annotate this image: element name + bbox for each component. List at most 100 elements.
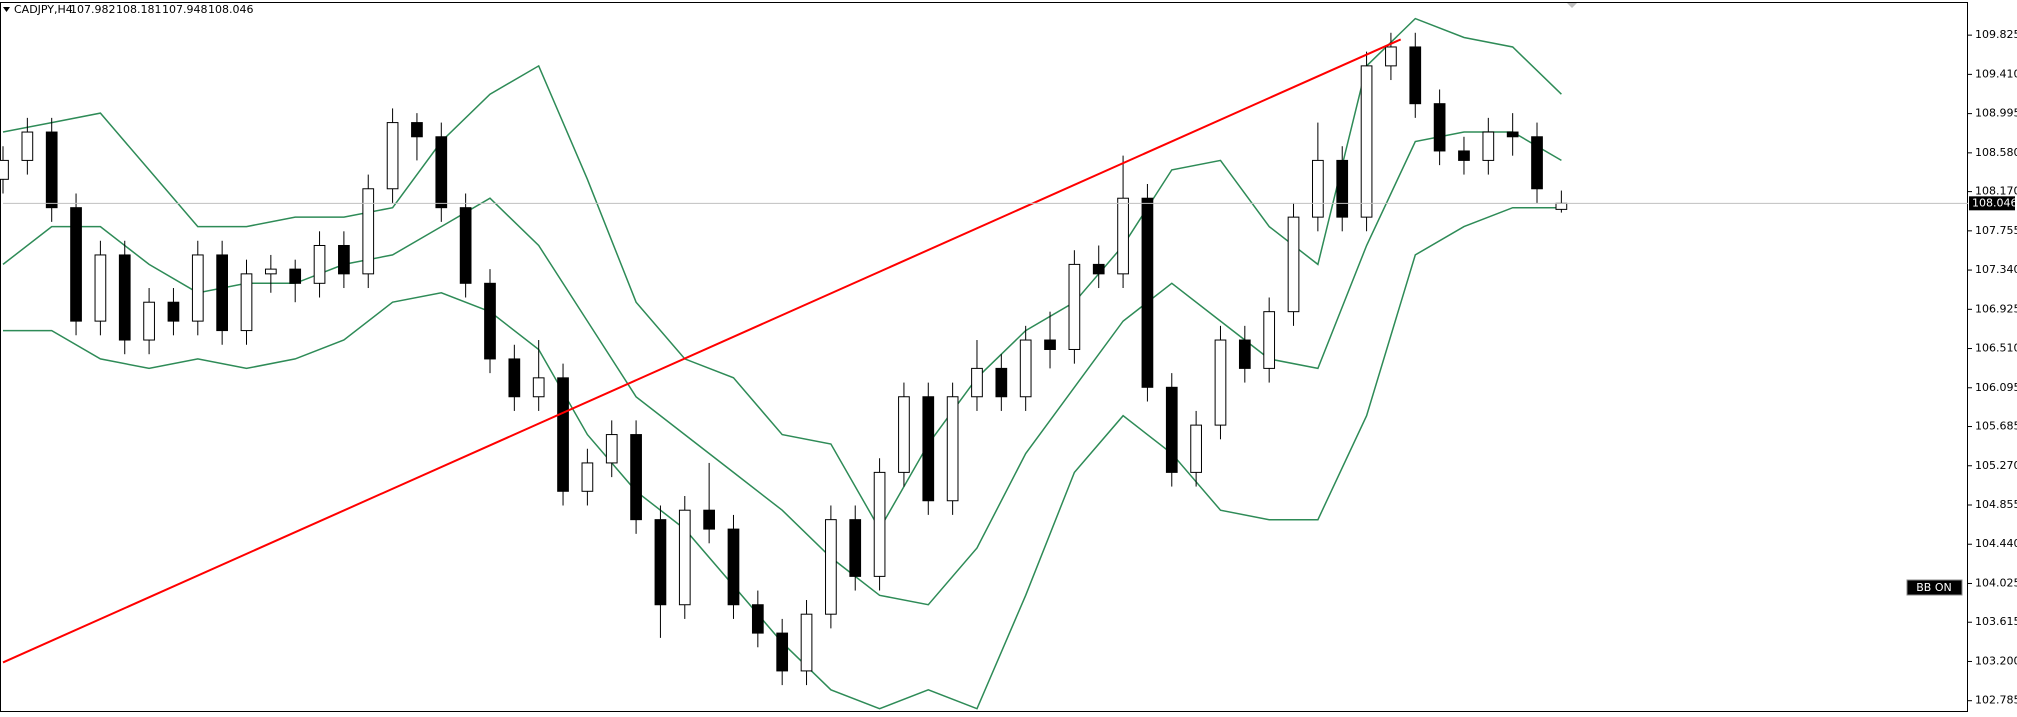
candle-body — [1360, 65, 1373, 218]
y-tick-label: 108.580 — [1975, 146, 2017, 159]
candle-body — [118, 254, 131, 341]
candle-body — [1312, 159, 1324, 218]
y-tick-label: 107.340 — [1975, 263, 2017, 276]
candle-body — [1506, 131, 1519, 138]
candle-body — [1336, 159, 1349, 218]
candle-body — [289, 268, 302, 284]
candle-body — [1482, 131, 1495, 161]
candle-body — [776, 632, 789, 672]
candle-body — [21, 131, 34, 161]
current-price-label: 108.046 — [1972, 196, 2017, 209]
y-tick-label: 103.200 — [1975, 654, 2017, 667]
y-tick-label: 108.995 — [1975, 107, 2017, 120]
candle-body — [1068, 263, 1081, 350]
header-open: 107.982 — [70, 3, 116, 16]
candle-body — [264, 268, 277, 275]
candle-body — [898, 396, 910, 473]
chart-title: CADJPY,H4 — [14, 3, 73, 16]
candle-body — [70, 207, 82, 322]
candle-body — [338, 244, 350, 275]
candle-body — [1190, 424, 1202, 473]
header-close: 108.046 — [208, 3, 254, 16]
candle-body — [995, 367, 1008, 398]
candle-body — [0, 159, 9, 180]
candle-body — [678, 509, 691, 606]
candle-body — [45, 131, 58, 209]
candle-body — [484, 282, 496, 360]
candle-body — [240, 273, 253, 332]
candle-body — [605, 434, 618, 464]
y-tick-label: 106.095 — [1975, 381, 2017, 394]
y-tick-label: 106.510 — [1975, 342, 2017, 355]
candle-body — [751, 604, 764, 634]
y-tick-label: 107.755 — [1975, 224, 2017, 237]
y-tick-label: 105.270 — [1975, 459, 2017, 472]
candle-body — [946, 396, 959, 502]
plot-area — [0, 17, 1968, 710]
y-tick-label: 104.855 — [1975, 498, 2017, 511]
candle-body — [1019, 339, 1032, 398]
candle-body — [1433, 103, 1446, 152]
candle-body — [411, 122, 423, 138]
candle-body — [1214, 339, 1227, 426]
candle-body — [1458, 150, 1470, 161]
header-low: 107.948 — [162, 3, 208, 16]
candle-body — [1117, 197, 1129, 275]
y-tick-label: 105.685 — [1975, 420, 2017, 433]
shift-marker — [1567, 3, 1577, 8]
candle-body — [1263, 311, 1276, 369]
candle-body — [94, 254, 107, 322]
candle-body — [1092, 263, 1105, 275]
candle-body — [825, 519, 837, 615]
y-tick-label: 108.170 — [1975, 185, 2017, 198]
y-tick-label: 104.025 — [1975, 576, 2017, 589]
y-tick-label: 109.825 — [1975, 28, 2017, 41]
bollinger-upper — [2, 17, 1562, 531]
candle-body — [386, 122, 399, 190]
candle-body — [849, 519, 862, 577]
candle-body — [435, 136, 448, 209]
candle-body — [557, 377, 569, 492]
y-tick-label: 103.615 — [1975, 615, 2017, 628]
candle-body — [216, 254, 229, 332]
menu-triangle[interactable] — [3, 7, 10, 12]
y-tick-label: 109.410 — [1975, 67, 2017, 80]
candle-body — [800, 613, 813, 672]
candle-body — [581, 462, 594, 492]
candle-body — [143, 301, 155, 341]
candle-body — [1287, 216, 1300, 313]
candle-body — [1385, 46, 1397, 67]
candle-body — [1238, 339, 1251, 369]
candle-body — [362, 188, 375, 275]
candle-body — [654, 519, 667, 606]
y-tick-label: 102.785 — [1975, 694, 2017, 707]
candle-body — [1555, 202, 1568, 210]
candle-body — [459, 207, 472, 284]
candle-body — [1141, 197, 1154, 388]
candle-body — [873, 471, 886, 577]
candle-body — [1409, 46, 1422, 105]
y-tick-label: 104.440 — [1975, 537, 2017, 550]
candle-body — [1531, 136, 1543, 190]
indicator-label[interactable]: BB ON — [1916, 581, 1951, 594]
trendline — [2, 38, 1402, 664]
plot-frame — [0, 2, 1968, 712]
current-price-box — [1969, 196, 2015, 211]
bollinger-middle — [2, 131, 1562, 606]
y-tick-label: 106.925 — [1975, 302, 2017, 315]
candle-body — [630, 434, 642, 521]
candle-body — [191, 254, 204, 322]
indicator-box[interactable] — [1906, 579, 1963, 596]
candle-body — [1165, 386, 1178, 473]
candle-body — [727, 528, 740, 606]
candle-body — [922, 396, 935, 502]
candle-body — [971, 367, 983, 398]
candle-body — [703, 509, 715, 530]
candle-body — [1044, 339, 1056, 350]
header-high: 108.181 — [116, 3, 162, 16]
candle-body — [532, 377, 545, 398]
candle-body — [313, 244, 326, 284]
candle-body — [508, 358, 521, 398]
